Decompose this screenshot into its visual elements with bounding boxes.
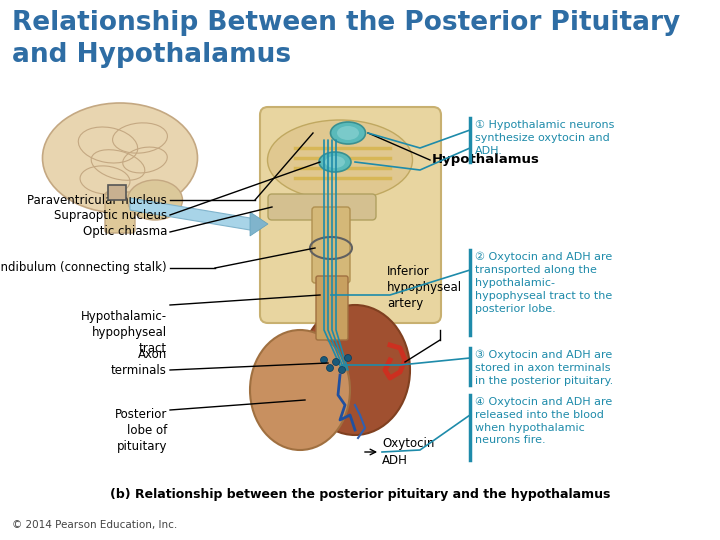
Ellipse shape	[250, 330, 350, 450]
Text: and Hypothalamus: and Hypothalamus	[12, 42, 291, 68]
Text: Infundibulum (connecting stalk): Infundibulum (connecting stalk)	[0, 261, 167, 274]
Ellipse shape	[300, 305, 410, 435]
Text: ③ Oxytocin and ADH are
stored in axon terminals
in the posterior pituitary.: ③ Oxytocin and ADH are stored in axon te…	[475, 350, 613, 386]
Circle shape	[320, 356, 328, 363]
Text: Posterior
lobe of
pituitary: Posterior lobe of pituitary	[114, 408, 167, 453]
FancyBboxPatch shape	[312, 207, 350, 283]
Circle shape	[338, 367, 346, 374]
Text: Inferior
hypophyseal
artery: Inferior hypophyseal artery	[387, 265, 462, 310]
Text: Hypothalamic-
hypophyseal
tract: Hypothalamic- hypophyseal tract	[81, 310, 167, 355]
Circle shape	[326, 364, 333, 372]
Text: Hypothalamus: Hypothalamus	[432, 153, 540, 166]
Circle shape	[333, 359, 340, 366]
Text: Oxytocin
ADH: Oxytocin ADH	[382, 437, 434, 467]
FancyBboxPatch shape	[268, 194, 376, 220]
Text: Optic chiasma: Optic chiasma	[83, 226, 167, 239]
Text: Axon
terminals: Axon terminals	[111, 348, 167, 376]
Text: (b) Relationship between the posterior pituitary and the hypothalamus: (b) Relationship between the posterior p…	[110, 488, 610, 501]
Text: ② Oxytocin and ADH are
transported along the
hypothalamic-
hypophyseal tract to : ② Oxytocin and ADH are transported along…	[475, 252, 612, 314]
Ellipse shape	[42, 103, 197, 213]
Ellipse shape	[268, 120, 413, 200]
Ellipse shape	[330, 122, 366, 144]
Text: ① Hypothalamic neurons
synthesize oxytocin and
ADH.: ① Hypothalamic neurons synthesize oxytoc…	[475, 120, 614, 156]
Circle shape	[344, 354, 351, 361]
Ellipse shape	[337, 126, 359, 140]
FancyBboxPatch shape	[316, 276, 348, 340]
Text: Paraventricular nucleus: Paraventricular nucleus	[27, 193, 167, 206]
FancyBboxPatch shape	[105, 192, 135, 233]
FancyBboxPatch shape	[108, 185, 126, 200]
Text: ④ Oxytocin and ADH are
released into the blood
when hypothalamic
neurons fire.: ④ Oxytocin and ADH are released into the…	[475, 397, 612, 445]
Text: Relationship Between the Posterior Pituitary: Relationship Between the Posterior Pitui…	[12, 10, 680, 36]
FancyBboxPatch shape	[260, 107, 441, 323]
Ellipse shape	[127, 180, 182, 220]
Ellipse shape	[319, 152, 351, 172]
Text: © 2014 Pearson Education, Inc.: © 2014 Pearson Education, Inc.	[12, 520, 177, 530]
Ellipse shape	[325, 156, 345, 168]
Text: Supraoptic nucleus: Supraoptic nucleus	[54, 208, 167, 221]
Polygon shape	[130, 198, 260, 230]
Polygon shape	[250, 212, 268, 236]
